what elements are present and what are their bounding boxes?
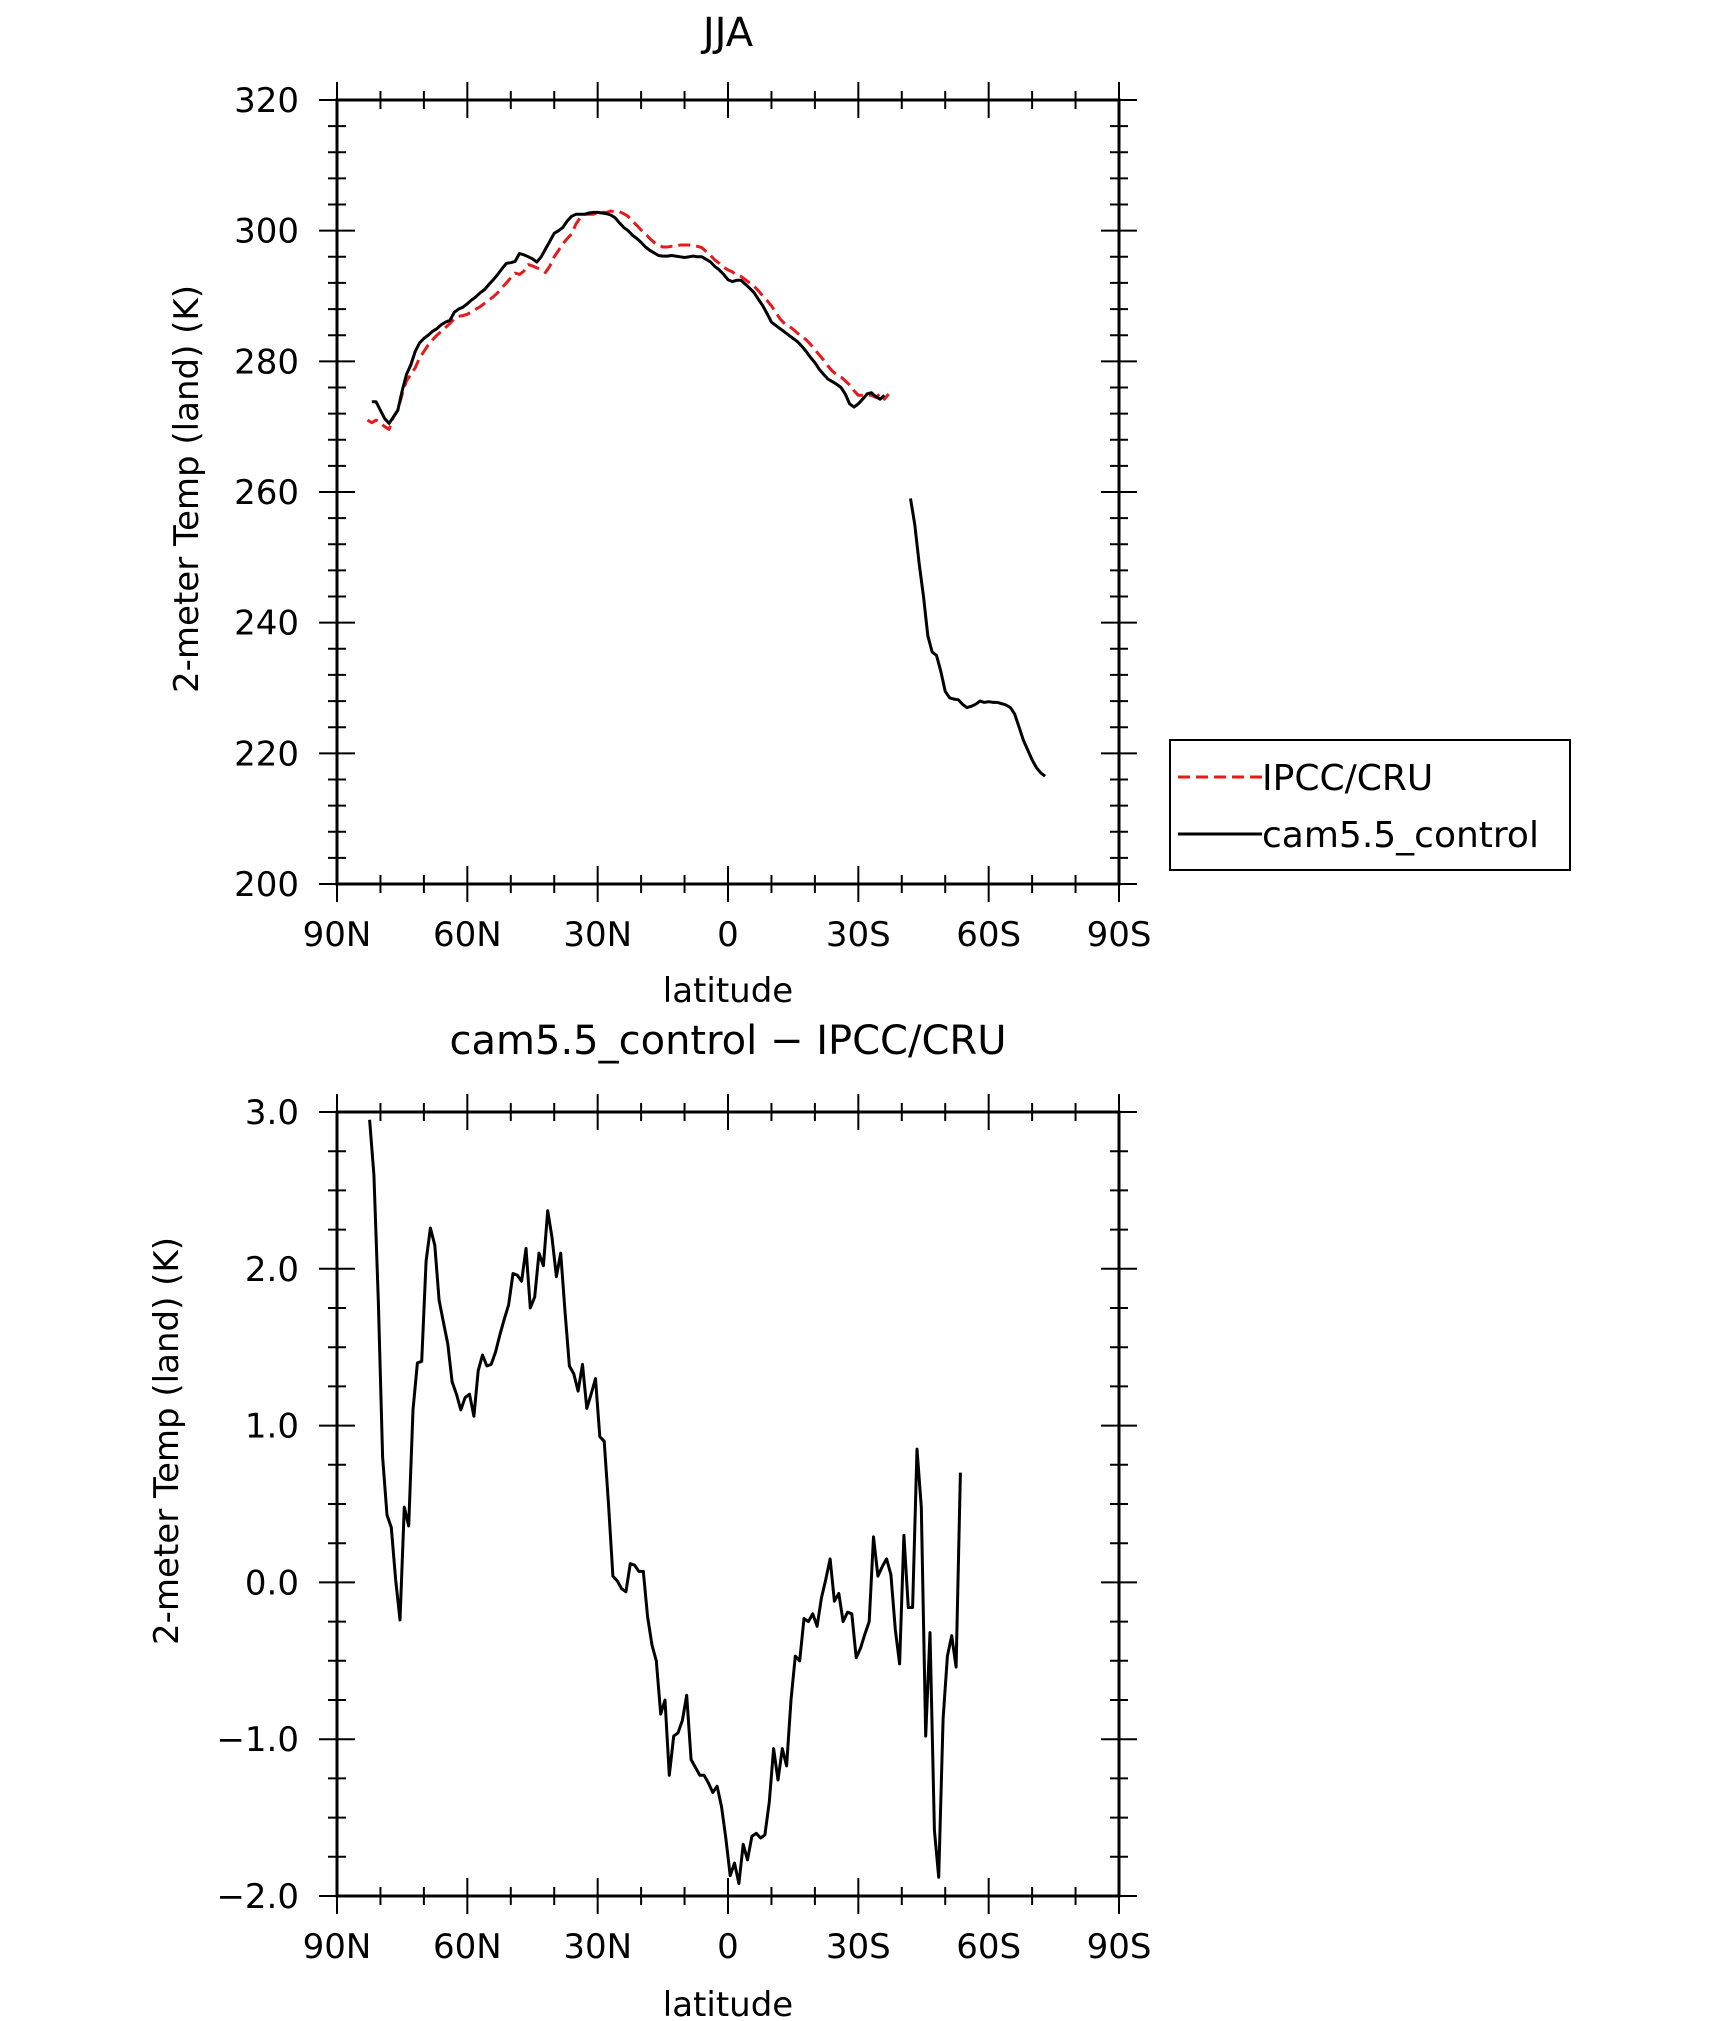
y-tick-label: 0.0	[245, 1563, 299, 1603]
y-tick-label: −2.0	[216, 1877, 299, 1917]
plot-frame	[335, 98, 1121, 886]
x-tick-label: 90S	[1087, 1927, 1152, 1967]
bottom-y-axis-label: 2-meter Temp (land) (K)	[147, 1237, 187, 1645]
legend-box	[1169, 739, 1571, 871]
x-tick-label: 60S	[956, 915, 1021, 955]
y-tick-label: 280	[234, 342, 299, 382]
top-plot-area: 90N 60N 30N 0 30S 60S 90S 200 220 240 260 280 300 320	[234, 81, 1151, 955]
y-tick-label: 200	[234, 865, 299, 905]
y-tick-label: 3.0	[245, 1093, 299, 1133]
x-tick-label: 60N	[433, 1927, 502, 1967]
x-tick-label: 90N	[303, 1927, 372, 1967]
bottom-x-axis-label: latitude	[663, 1985, 793, 2021]
y-tick-label: 300	[234, 212, 299, 252]
y-tick-label: 2.0	[245, 1250, 299, 1290]
x-tick-label: 60N	[433, 915, 502, 955]
y-tick-label: 220	[234, 734, 299, 774]
x-tick-label: 30N	[563, 1927, 632, 1967]
x-tick-label: 30S	[826, 915, 891, 955]
legend-label-cam55-control: cam5.5_control	[1262, 815, 1539, 856]
x-tick-label: 0	[717, 1927, 739, 1967]
legend: IPCC/CRU cam5.5_control	[1169, 739, 1571, 871]
top-chart-title: JJA	[700, 10, 754, 56]
y-tick-label: 240	[234, 604, 299, 644]
x-tick-label: 30S	[826, 1927, 891, 1967]
x-tick-label: 30N	[563, 915, 632, 955]
y-tick-label: 320	[234, 81, 299, 121]
x-tick-label: 0	[717, 915, 739, 955]
top-y-axis-label: 2-meter Temp (land) (K)	[167, 285, 207, 693]
y-tick-label: 1.0	[245, 1407, 299, 1447]
series-line-cam5-5-control	[909, 498, 1047, 778]
bottom-panel: cam5.5_control − IPCC/CRU 90N 60N 30N 0 30S 6…	[147, 1018, 1151, 2021]
x-tick-label: 90N	[303, 915, 372, 955]
bottom-plot-area: 90N 60N 30N 0 30S 60S 90S −2.0 −1.0 0.0 1.0 2.0 3.0	[216, 1093, 1151, 1967]
series-line-difference	[368, 1119, 962, 1885]
bottom-chart-title: cam5.5_control − IPCC/CRU	[450, 1018, 1007, 1064]
x-tick-label: 60S	[956, 1927, 1021, 1967]
top-panel: JJA 90N 60N 30N 0 30S 60S 90S 200 220 240 260 280 30…	[167, 10, 1571, 1011]
series-line-cam5-5-control	[371, 210, 886, 425]
y-tick-label: −1.0	[216, 1720, 299, 1760]
top-x-axis-label: latitude	[663, 971, 793, 1011]
x-tick-label: 90S	[1087, 915, 1152, 955]
y-tick-label: 260	[234, 473, 299, 513]
plot-frame	[335, 1110, 1121, 1898]
legend-label-ipcc-cru: IPCC/CRU	[1262, 758, 1433, 799]
series-line-ipcc-cru	[366, 209, 890, 431]
